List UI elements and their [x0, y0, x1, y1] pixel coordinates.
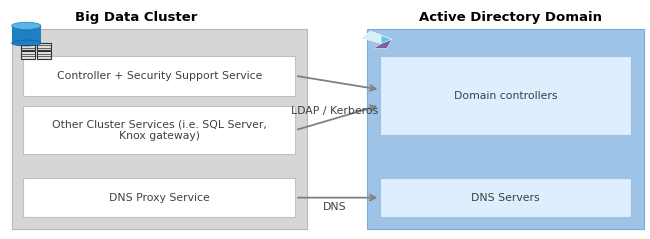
FancyBboxPatch shape: [37, 43, 51, 50]
Polygon shape: [362, 31, 392, 43]
Text: Domain controllers: Domain controllers: [454, 91, 557, 101]
Ellipse shape: [12, 40, 41, 46]
FancyBboxPatch shape: [23, 106, 295, 154]
FancyBboxPatch shape: [380, 178, 630, 217]
Text: Big Data Cluster: Big Data Cluster: [75, 11, 197, 24]
FancyBboxPatch shape: [37, 51, 51, 59]
Polygon shape: [374, 39, 392, 48]
FancyBboxPatch shape: [12, 26, 41, 43]
FancyBboxPatch shape: [23, 56, 295, 96]
FancyBboxPatch shape: [21, 51, 35, 59]
Text: Other Cluster Services (i.e. SQL Server,
Knox gateway): Other Cluster Services (i.e. SQL Server,…: [52, 120, 266, 141]
FancyBboxPatch shape: [380, 56, 630, 135]
Ellipse shape: [12, 22, 41, 29]
FancyBboxPatch shape: [21, 43, 35, 50]
Text: Active Directory Domain: Active Directory Domain: [419, 11, 603, 24]
FancyBboxPatch shape: [367, 29, 644, 229]
Text: LDAP / Kerberos: LDAP / Kerberos: [291, 106, 378, 116]
FancyBboxPatch shape: [23, 178, 295, 217]
Polygon shape: [362, 31, 382, 43]
Text: DNS: DNS: [323, 202, 346, 212]
Text: DNS Servers: DNS Servers: [471, 193, 540, 203]
Text: DNS Proxy Service: DNS Proxy Service: [109, 193, 209, 203]
Text: Controller + Security Support Service: Controller + Security Support Service: [57, 71, 262, 81]
FancyBboxPatch shape: [12, 29, 307, 229]
